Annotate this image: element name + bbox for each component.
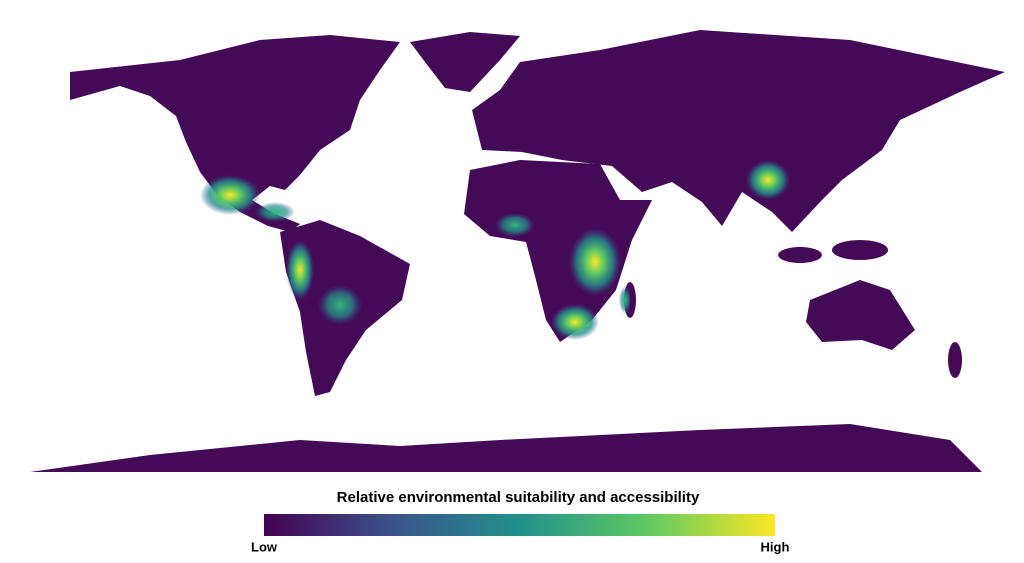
islands	[832, 240, 888, 260]
greenland	[410, 32, 520, 92]
hotspot	[495, 213, 535, 237]
hotspot	[255, 202, 295, 222]
legend-title: Relative environmental suitability and a…	[337, 489, 700, 506]
australia	[806, 280, 915, 350]
hotspot	[619, 286, 631, 314]
hotspot	[551, 304, 599, 340]
eurasia	[472, 30, 1005, 232]
land-masses	[30, 30, 1005, 472]
legend-low-label: Low	[251, 539, 278, 554]
antarctica	[30, 424, 982, 472]
islands	[778, 247, 822, 263]
hotspot	[746, 160, 790, 200]
hotspot	[318, 285, 362, 325]
colorbar	[264, 514, 775, 536]
hotspot	[286, 240, 314, 300]
legend-high-label: High	[761, 539, 790, 554]
hotspot	[569, 228, 621, 296]
new-zealand	[948, 342, 962, 378]
hotspot	[200, 175, 260, 215]
north-america	[70, 35, 400, 232]
suitability-hotspots	[200, 160, 790, 340]
africa	[464, 160, 652, 342]
